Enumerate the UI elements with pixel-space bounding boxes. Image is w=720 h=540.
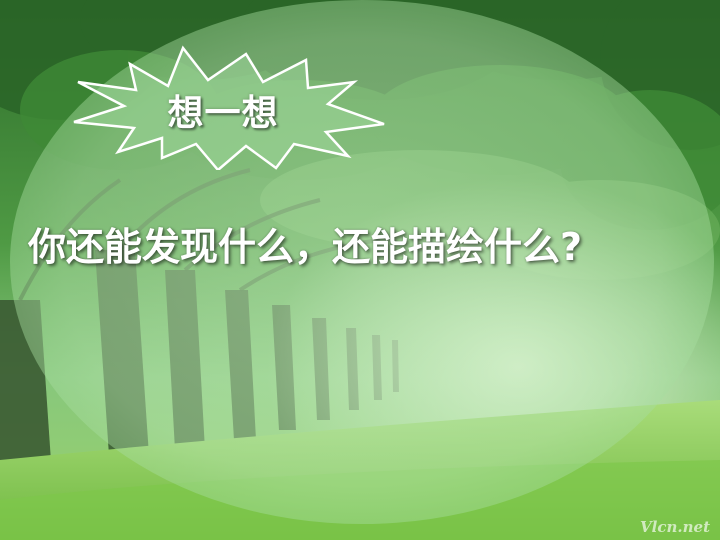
- slide-title: 想一想: [167, 93, 279, 134]
- starburst-shape: [73, 45, 385, 170]
- watermark: Vlcn.net: [640, 518, 710, 536]
- question-text: 你还能发现什么，还能描绘什么?: [28, 225, 583, 269]
- title-burst: 想一想: [58, 40, 388, 170]
